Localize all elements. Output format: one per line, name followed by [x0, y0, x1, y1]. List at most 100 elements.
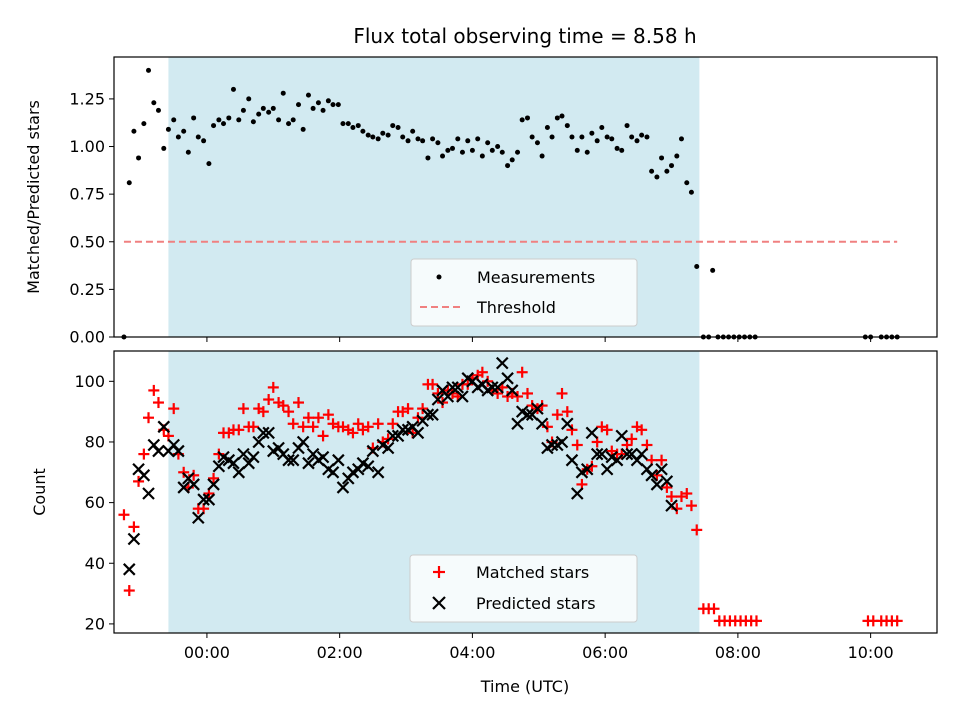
measurement-point [639, 132, 645, 138]
predicted-star-point [635, 447, 648, 461]
measurement-point [485, 140, 491, 146]
measurement-point [664, 168, 670, 174]
measurement-point [678, 136, 684, 142]
predicted-star-point [585, 426, 599, 440]
measurement-point [230, 86, 236, 92]
measurement-point [276, 117, 282, 123]
predicted-star-point [336, 481, 350, 494]
measurement-point [594, 138, 600, 144]
predicted-star-point [505, 384, 519, 397]
measurement-point [469, 147, 475, 153]
matched-star-point [516, 366, 528, 378]
matched-star-point [312, 412, 324, 424]
matched-star-point [287, 418, 299, 430]
measurement-point [534, 140, 540, 146]
measurement-point [629, 134, 635, 140]
matched-star-point [283, 406, 295, 418]
matched-star-point [708, 603, 720, 615]
measurement-point [300, 126, 306, 132]
measurement-point [395, 124, 401, 130]
bottom-legend-box [409, 554, 638, 623]
legend-measurements-label: Measurements [477, 268, 595, 287]
measurement-point [221, 121, 227, 127]
measurement-point [529, 134, 535, 140]
measurement-point [385, 132, 391, 138]
predicted-star-point [645, 469, 658, 482]
measurement-point [185, 149, 191, 155]
bottom-legend: Matched stars Predicted stars [409, 554, 638, 623]
matched-star-point [601, 424, 613, 436]
matched-star-point [626, 433, 638, 445]
matched-star-point [656, 454, 668, 466]
top-legend-box [410, 258, 638, 327]
bottom-ytick-label: 80 [85, 432, 105, 451]
measurement-point [171, 117, 177, 123]
measurement-point [499, 149, 505, 155]
predicted-star-point [361, 459, 375, 473]
measurement-point [649, 168, 655, 174]
matched-star-point [512, 390, 524, 402]
predicted-star-point [610, 453, 624, 467]
measurement-point [445, 147, 451, 153]
bottom-ytick-label: 40 [85, 554, 105, 573]
measurement-point [250, 119, 256, 125]
predicted-star-point [286, 453, 300, 467]
measurement-point [310, 105, 316, 111]
predicted-star-point [501, 372, 514, 385]
measurement-point [505, 163, 511, 169]
matched-star-point [322, 409, 334, 421]
measurement-point [131, 128, 137, 134]
measurement-point [195, 134, 201, 140]
matched-star-point [891, 615, 903, 627]
chart-title: Flux total observing time = 8.58 h [353, 24, 696, 48]
predicted-star-point [555, 435, 569, 449]
predicted-star-point [366, 444, 380, 458]
matched-star-point [138, 448, 150, 460]
predicted-star-point [212, 459, 226, 473]
predicted-star-point [262, 426, 275, 440]
measurement-point [161, 145, 167, 151]
measurement-point [524, 115, 530, 121]
matched-star-point [302, 412, 314, 424]
predicted-star-point [561, 417, 574, 431]
top-y-axis-label: Matched/Predicted stars [24, 100, 43, 294]
predicted-star-point [381, 441, 395, 455]
predicted-star-point [187, 478, 200, 491]
measurement-point [455, 136, 461, 142]
measurement-point [216, 117, 222, 123]
measurement-point [549, 134, 555, 140]
measurement-point [579, 134, 585, 140]
measurement-point [345, 121, 351, 127]
top-ytick-label: 0.50 [69, 232, 105, 251]
matched-star-point [123, 585, 135, 597]
predicted-star-point [655, 462, 668, 476]
matched-star-point [437, 397, 449, 409]
matched-star-point [417, 403, 429, 415]
measurement-point [659, 155, 665, 161]
measurement-point [355, 123, 361, 129]
measurement-point [459, 149, 465, 155]
matched-star-point [317, 430, 329, 442]
measurement-point [266, 109, 272, 115]
matched-star-point [685, 500, 697, 512]
predicted-star-point [446, 381, 459, 394]
predicted-star-point [620, 447, 634, 461]
predicted-star-point [441, 390, 455, 403]
top-ytick-label: 0.75 [69, 185, 105, 204]
bottom-xtick-label: 10:00 [848, 643, 894, 662]
measurement-point [509, 157, 515, 163]
measurement-point [604, 134, 610, 140]
predicted-star-point [595, 447, 609, 461]
measurement-point [410, 128, 416, 134]
measurement-point [141, 121, 147, 127]
matched-star-point [237, 403, 249, 415]
matched-star-point [128, 521, 140, 533]
matched-star-point [387, 418, 399, 430]
measurement-point [375, 136, 381, 142]
predicted-star-point [127, 532, 141, 546]
measurement-point [694, 264, 700, 270]
measurement-point [290, 117, 296, 123]
predicted-star-point [545, 438, 559, 452]
predicted-star-point [152, 444, 165, 458]
measurement-point [559, 113, 565, 119]
